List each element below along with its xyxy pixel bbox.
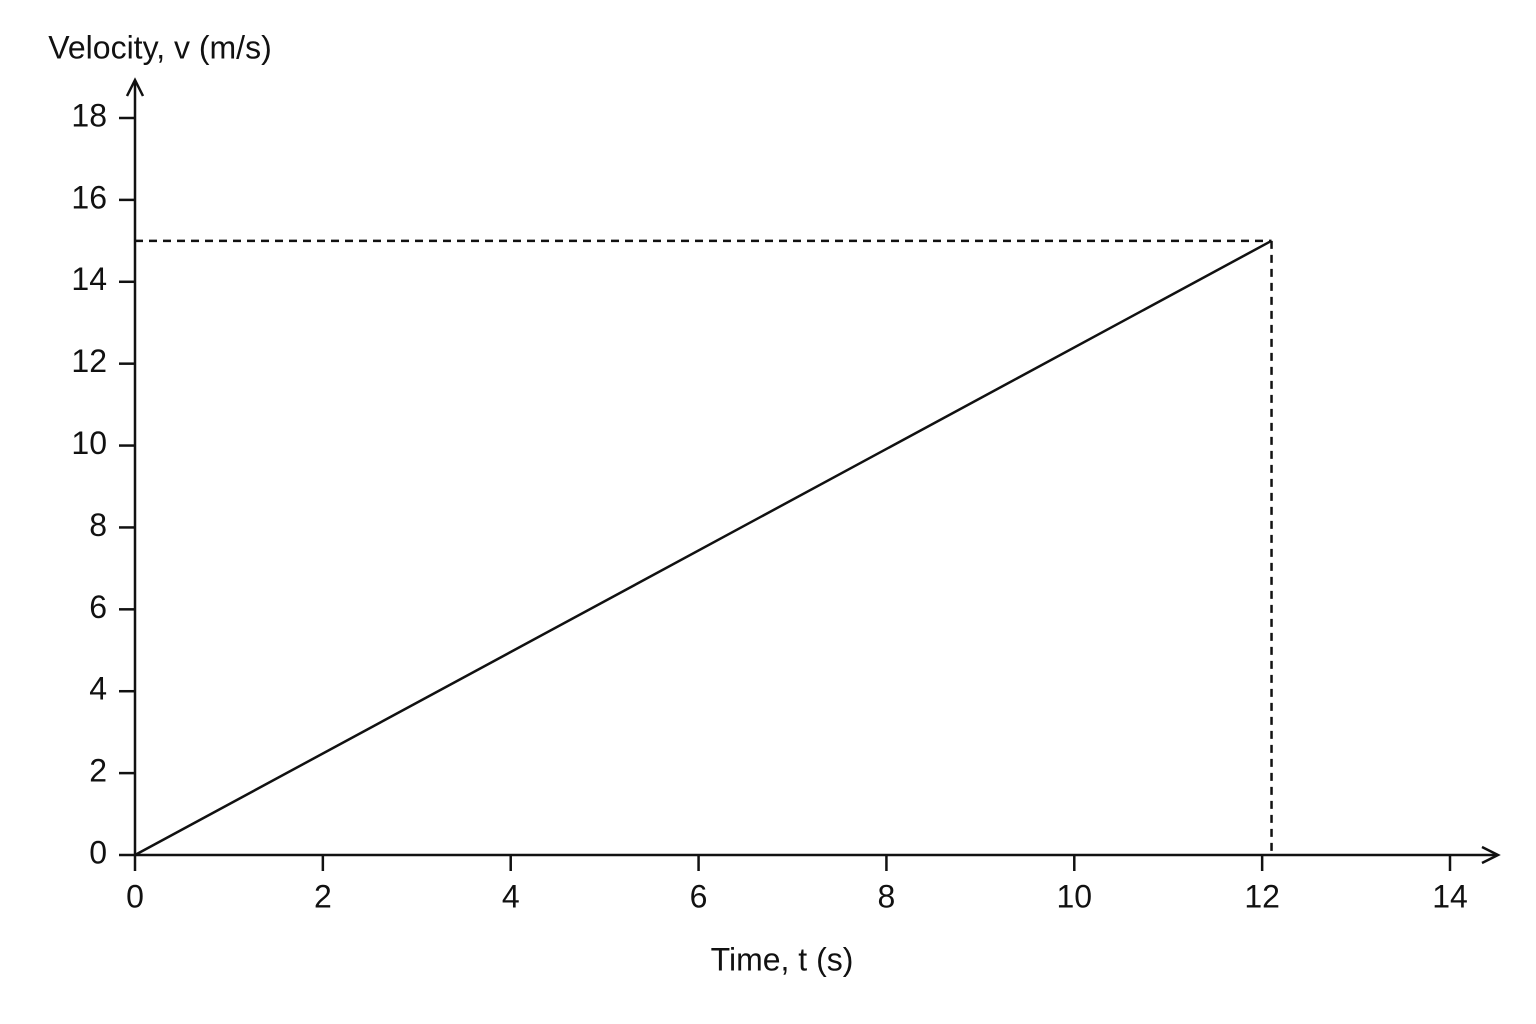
y-tick-label: 14 [71,261,107,297]
y-axis-arrow [125,77,145,97]
x-axis-label: Time, t (s) [711,941,854,977]
x-tick-label: 4 [502,878,520,914]
x-tick-label: 6 [690,878,708,914]
x-tick-label: 0 [126,878,144,914]
y-tick-label: 0 [89,834,107,870]
x-tick-label: 2 [314,878,332,914]
x-tick-label: 12 [1244,878,1280,914]
y-tick-label: 10 [71,425,107,461]
x-axis-arrow [1481,845,1501,865]
x-tick-label: 8 [878,878,896,914]
data-line [134,239,1273,857]
y-tick-label: 8 [89,507,107,543]
y-tick-label: 18 [71,97,107,133]
y-tick-label: 6 [89,589,107,625]
y-tick-label: 12 [71,343,107,379]
y-axis-label: Velocity, v (m/s) [48,29,271,65]
x-tick-label: 10 [1056,878,1092,914]
y-tick-label: 2 [89,753,107,789]
x-tick-label: 14 [1432,878,1468,914]
y-tick-label: 16 [71,179,107,215]
y-tick-label: 4 [89,671,107,707]
